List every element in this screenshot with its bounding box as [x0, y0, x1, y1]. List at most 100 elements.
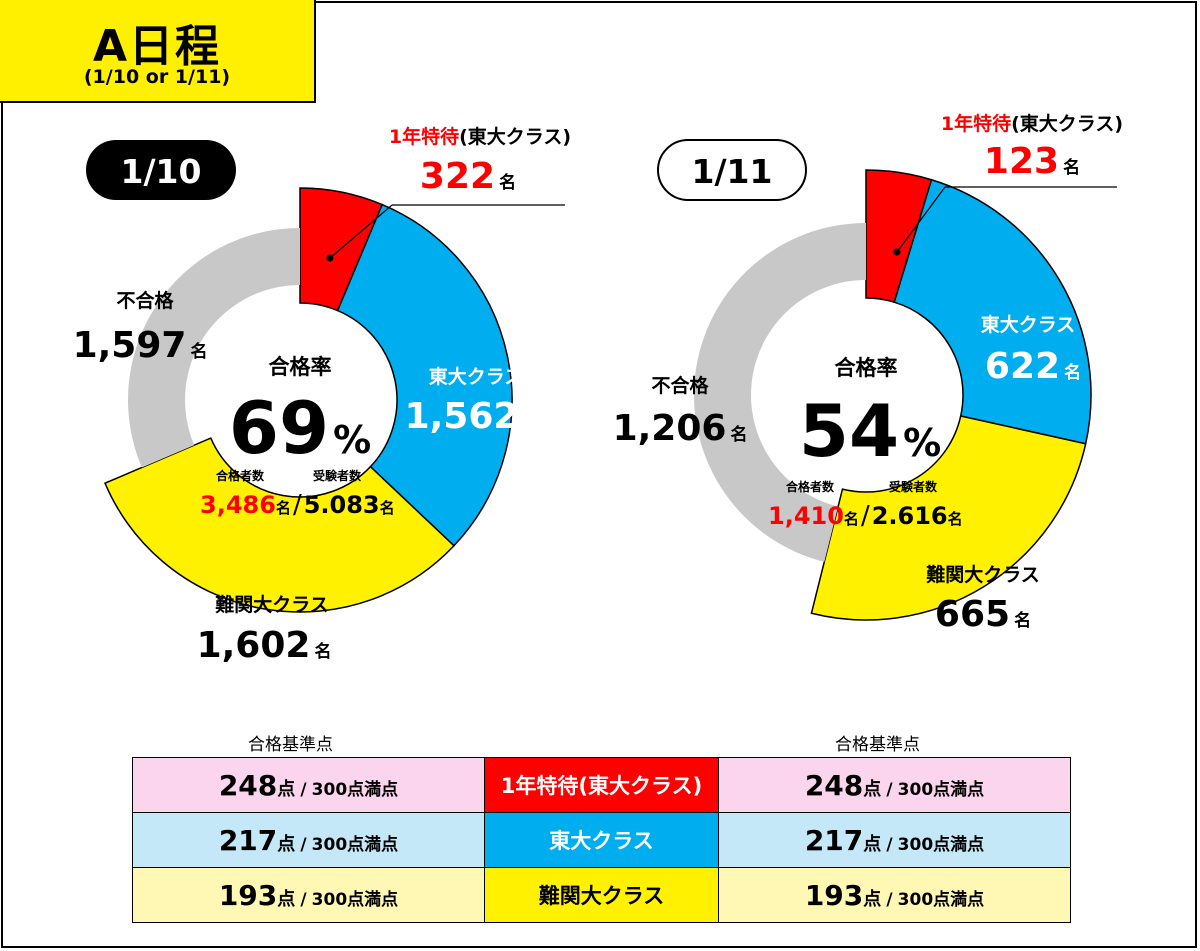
- score-category-nankan: 難関大クラス: [484, 867, 719, 923]
- chart-2-fail-unit: 名: [730, 424, 747, 445]
- score-heading-right: 合格基準点: [835, 735, 920, 755]
- chart-2-todai-label: 東大クラス: [981, 313, 1076, 336]
- chart-1-special-label-head: 1年特待: [389, 125, 459, 148]
- chart-2-nankan-number: 665: [935, 594, 1010, 635]
- chart-1-nankan-number: 1,602: [197, 625, 311, 666]
- score-separator: /: [886, 889, 893, 910]
- score-category-special: 1年特待(東大クラス): [484, 757, 719, 813]
- chart-2-special-label-tail: (東大クラス): [1011, 112, 1123, 135]
- score-max: 300点満点: [897, 779, 985, 800]
- chart-2-examinees: 2.616: [872, 502, 948, 530]
- chart-2-rate-label: 合格率: [835, 356, 898, 380]
- score-max: 300点満点: [311, 834, 399, 855]
- page-title: A日程: [92, 21, 222, 72]
- page-subtitle: (1/10 or 1/11): [83, 66, 231, 88]
- chart-1-todai-unit: 名: [522, 412, 539, 433]
- chart-1-fail-label: 不合格: [116, 289, 174, 312]
- chart-2-special-label-head: 1年特待: [941, 112, 1011, 135]
- chart-1-rate-number: 69: [229, 386, 329, 470]
- chart-2-passed-unit: 名: [844, 510, 859, 528]
- chart-2-examinees-unit: 名: [948, 510, 963, 528]
- chart-2-todai-unit: 名: [1064, 362, 1081, 383]
- chart-1-nankan-unit: 名: [314, 641, 331, 662]
- chart-1-fail-number: 1,597: [73, 325, 187, 366]
- score-value: 193: [804, 878, 864, 912]
- chart-1-leader-dot: [326, 254, 334, 262]
- chart-2-segments: [694, 169, 1092, 621]
- chart-1-rate: 69%: [229, 386, 371, 470]
- score-row-special: 248点 / 300点満点 1年特待(東大クラス) 248点 / 300点満点: [132, 757, 1071, 813]
- score-separator: /: [300, 834, 307, 855]
- score-unit: 点: [863, 778, 882, 800]
- chart-1-segment-fail: [128, 228, 300, 468]
- chart-1-date: 1/10: [121, 152, 202, 191]
- chart-1-special-unit: 名: [499, 172, 516, 193]
- score-row-todai: 217点 / 300点満点 東大クラス 217点 / 300点満点: [132, 812, 1071, 868]
- score-value: 248: [218, 768, 278, 802]
- chart-2-segment-nankan: [810, 415, 1087, 621]
- chart-2: 1/11 1年特待(東大クラス) 123 名 東大クラス 622 名 難関大クラス …: [613, 112, 1124, 635]
- score-separator: /: [886, 834, 893, 855]
- chart-1-special-value: 322 名: [420, 156, 516, 197]
- chart-1-todai-label: 東大クラス: [429, 365, 524, 388]
- chart-1-passed-label: 合格者数: [216, 468, 265, 483]
- chart-1-passed-unit: 名: [276, 499, 291, 517]
- score-unit: 点: [277, 833, 296, 855]
- chart-1-special-number: 322: [420, 156, 495, 197]
- chart-2-todai-value: 622 名: [985, 346, 1081, 387]
- score-left-todai: 217点 / 300点満点: [132, 812, 485, 868]
- chart-1-segment-nankan: [104, 437, 456, 613]
- score-unit: 点: [863, 888, 882, 910]
- score-value: 217: [804, 823, 864, 857]
- chart-1-slash: /: [293, 490, 302, 520]
- chart-1-examinees: 5.083: [304, 491, 380, 519]
- chart-2-special-label: 1年特待(東大クラス): [941, 112, 1123, 135]
- chart-1-nankan-label: 難関大クラス: [215, 593, 329, 616]
- score-value: 248: [804, 768, 864, 802]
- chart-2-fail-value: 1,206 名: [613, 408, 748, 449]
- chart-2-segment-todai: [893, 178, 1092, 445]
- chart-2-nankan-value: 665 名: [935, 594, 1031, 635]
- chart-1-todai-number: 1,562: [405, 396, 519, 437]
- score-left-special: 248点 / 300点満点: [132, 757, 485, 813]
- score-value: 193: [218, 878, 278, 912]
- chart-1-fail-unit: 名: [190, 341, 207, 362]
- title-box: A日程 (1/10 or 1/11): [0, 0, 316, 103]
- chart-2-counts: 1,410名/2.616名: [768, 501, 963, 531]
- chart-2-rate-unit: %: [903, 421, 941, 465]
- score-heading-left: 合格基準点: [248, 735, 333, 755]
- chart-2-rate-number: 54: [799, 389, 899, 473]
- score-right-special: 248点 / 300点満点: [718, 757, 1071, 813]
- chart-1-special-label-tail: (東大クラス): [459, 125, 571, 148]
- score-separator: /: [300, 889, 307, 910]
- score-left-nankan: 193点 / 300点満点: [132, 867, 485, 923]
- score-max: 300点満点: [897, 889, 985, 910]
- chart-2-special-number: 123: [984, 141, 1059, 182]
- chart-2-nankan-label: 難関大クラス: [926, 563, 1040, 586]
- chart-2-passed-label: 合格者数: [786, 479, 835, 494]
- chart-2-passed: 1,410: [768, 502, 844, 530]
- score-table: 248点 / 300点満点 1年特待(東大クラス) 248点 / 300点満点 …: [132, 757, 1071, 923]
- chart-1-passed: 3,486: [200, 491, 276, 519]
- chart-2-todai-number: 622: [985, 346, 1060, 387]
- score-right-todai: 217点 / 300点満点: [718, 812, 1071, 868]
- chart-1-todai-value: 1,562 名: [405, 396, 540, 437]
- chart-1-fail-value: 1,597 名: [73, 325, 208, 366]
- chart-2-date-badge: [657, 139, 807, 201]
- chart-2-nankan-unit: 名: [1014, 610, 1031, 631]
- score-unit: 点: [277, 778, 296, 800]
- score-max: 300点満点: [311, 779, 399, 800]
- chart-2-rate: 54%: [799, 389, 941, 473]
- chart-2-fail-label: 不合格: [651, 374, 709, 397]
- score-row-nankan: 193点 / 300点満点 難関大クラス 193点 / 300点満点: [132, 867, 1071, 923]
- chart-2-fail-number: 1,206: [613, 408, 727, 449]
- chart-2-segment-fail: [694, 223, 866, 562]
- chart-2-examinees-label: 受験者数: [889, 479, 938, 494]
- chart-1-examinees-label: 受験者数: [313, 468, 362, 483]
- score-unit: 点: [863, 833, 882, 855]
- chart-1: 1/10 1年特待(東大クラス) 322 名 東大クラス 1,562 名 難関大クラ…: [73, 125, 572, 666]
- chart-2-leader-line: [896, 186, 946, 253]
- score-max: 300点満点: [897, 834, 985, 855]
